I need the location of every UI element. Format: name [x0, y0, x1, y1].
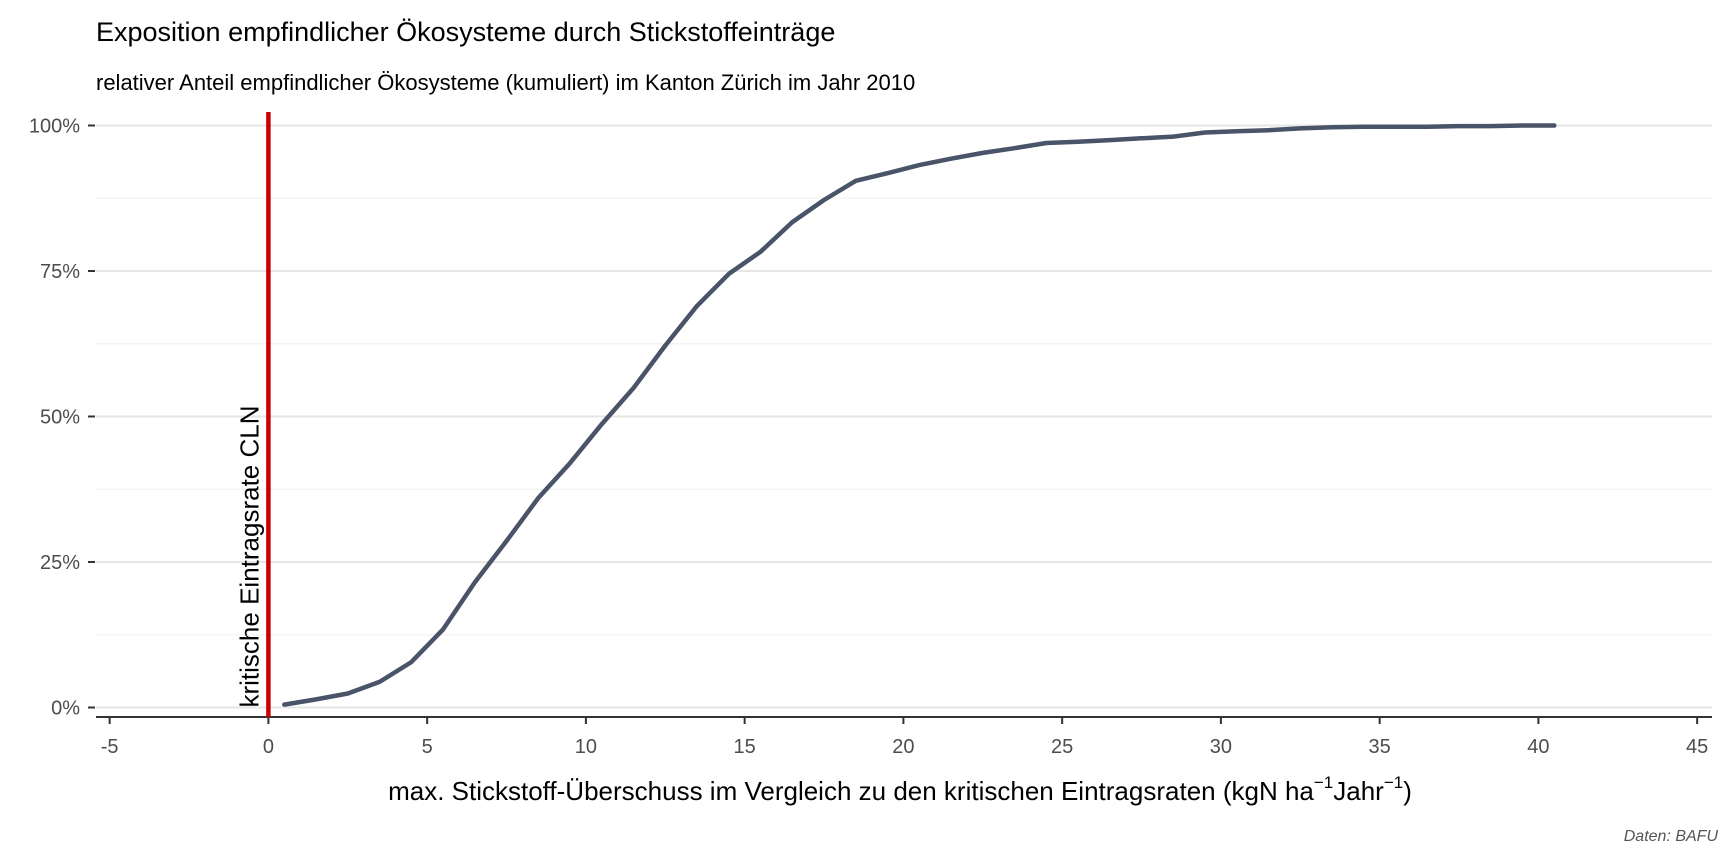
x-tick-label: 45 — [1686, 736, 1708, 758]
x-tick-label: 15 — [734, 736, 756, 758]
x-axis: 0% 25% 50% 75% 100% -5 0 5 10 15 20 25 30 35 40 45 — [29, 116, 1712, 758]
x-tick-label: 20 — [892, 736, 914, 758]
data-source-caption: Daten: BAFU — [1623, 828, 1718, 845]
y-tick-label: 50% — [40, 407, 80, 429]
x-tick-label: 30 — [1210, 736, 1232, 758]
x-tick-label: 25 — [1051, 736, 1073, 758]
series-group — [282, 123, 1557, 707]
x-tick-label: 0 — [263, 736, 274, 758]
x-tick-label: 5 — [422, 736, 433, 758]
chart-title: Exposition empfindlicher Ökosysteme durc… — [96, 17, 836, 47]
x-tick-label: 35 — [1369, 736, 1391, 758]
reference-line-group: kritische Eintragsrate CLN — [234, 112, 271, 717]
y-tick-label: 75% — [40, 261, 80, 283]
x-axis-title-sup1: −1 — [1314, 773, 1333, 792]
x-axis-title: max. Stickstoff-Überschuss im Vergleich … — [388, 773, 1412, 806]
x-axis-title-end: ) — [1403, 776, 1412, 806]
x-axis-title-sup2: −1 — [1384, 773, 1403, 792]
grid-lines — [96, 124, 1712, 709]
x-axis-title-main: max. Stickstoff-Überschuss im Vergleich … — [388, 776, 1314, 806]
chart-subtitle: relativer Anteil empfindlicher Ökosystem… — [96, 70, 916, 95]
x-tick-label: 40 — [1527, 736, 1549, 758]
y-tick-label: 25% — [40, 552, 80, 574]
x-axis-title-mid: Jahr — [1333, 776, 1384, 806]
series-line — [282, 123, 1557, 707]
x-tick-label: 10 — [575, 736, 597, 758]
x-tick-label: -5 — [101, 736, 119, 758]
y-tick-label: 100% — [29, 116, 80, 138]
y-tick-label: 0% — [51, 698, 80, 720]
reference-line-label: kritische Eintragsrate CLN — [234, 406, 264, 708]
